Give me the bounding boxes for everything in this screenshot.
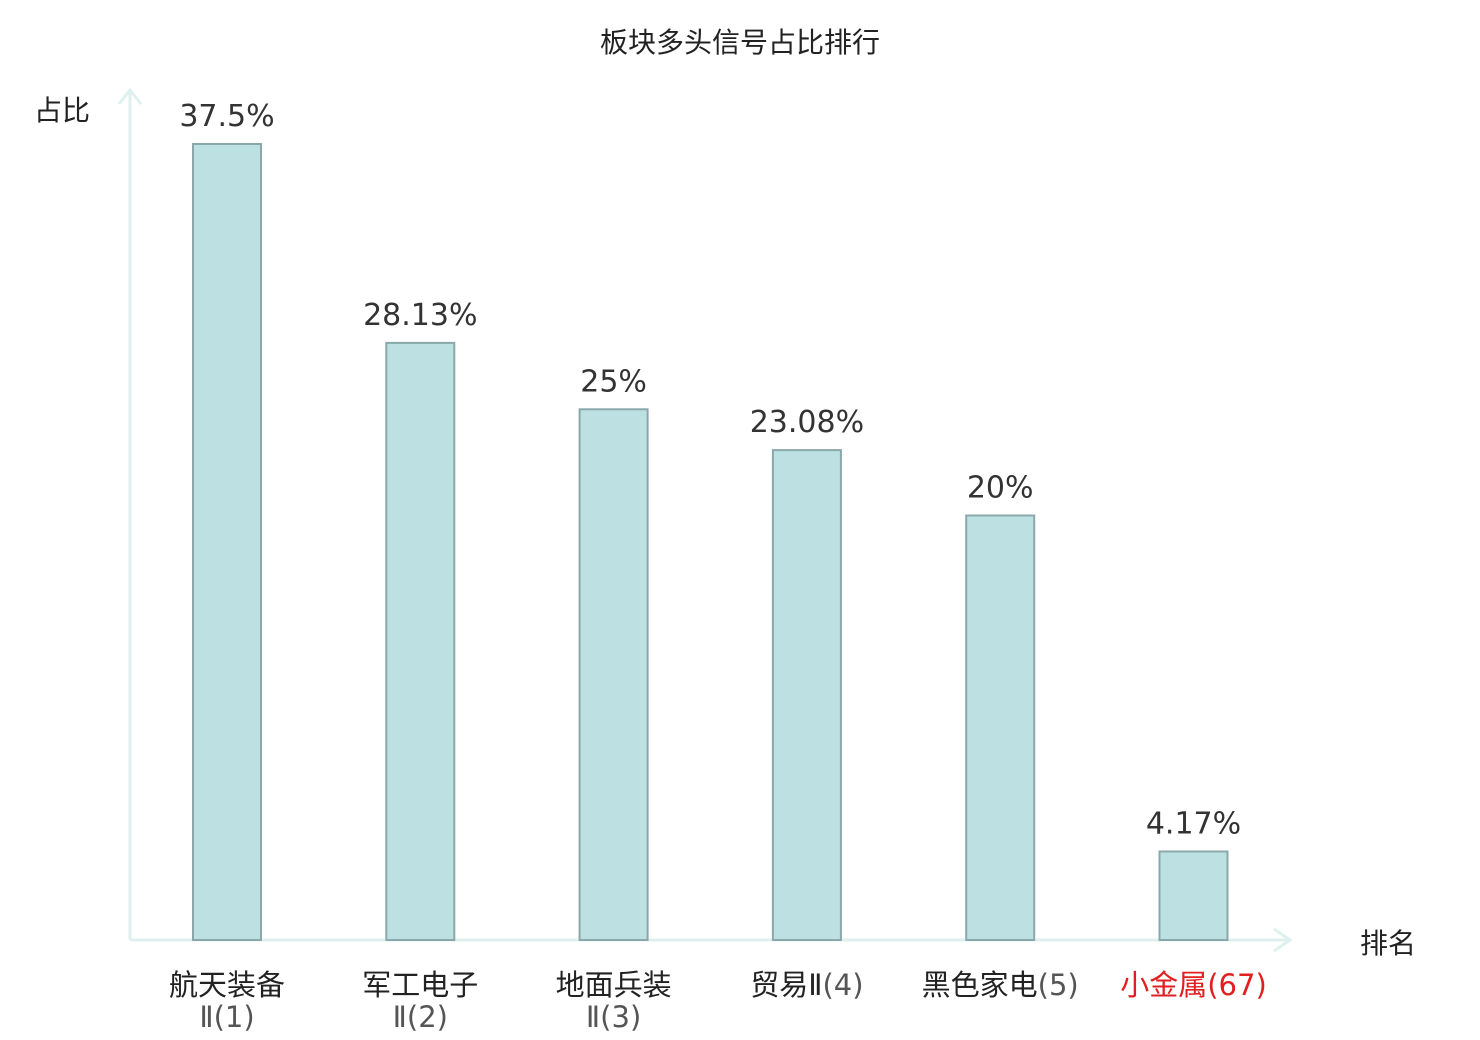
category-rank-6: (67) [1207,968,1267,1002]
category-label-3: 地面兵装 [556,968,672,1002]
bar-1 [192,143,262,941]
bar-6 [1158,850,1229,941]
category-name-4: 贸易Ⅱ [750,968,822,1002]
y-axis: 占比 [34,87,143,940]
category-label-1: 航天装备 [169,968,285,1002]
category-rank-3: Ⅱ(3) [586,1000,641,1034]
category-rank-2: Ⅱ(2) [393,1000,448,1034]
category-rank-1: Ⅱ(1) [199,1000,254,1034]
bar-5 [965,514,1036,941]
x-axis-label: 排名 [1360,927,1416,960]
category-label-4: 贸易Ⅱ(4) [750,968,863,1002]
category-label-2: 军工电子 [362,968,478,1002]
value-label-5: 20% [967,471,1034,506]
value-label-3: 25% [580,364,647,399]
bar-series [192,143,1229,941]
category-rank-4: (4) [822,968,863,1002]
category-rank-5: (5) [1038,968,1079,1002]
value-label-2: 28.13% [363,298,477,333]
y-axis-arrow [117,87,143,105]
x-axis: 排名 [130,927,1416,960]
value-label-4: 23.08% [750,405,864,440]
chart-title: 板块多头信号占比排行 [600,26,880,59]
category-label-6: 小金属(67) [1120,968,1267,1002]
bar-4 [771,449,842,941]
category-name-5: 黑色家电 [922,968,1038,1002]
y-axis-label: 占比 [34,94,90,127]
value-labels: 37.5% 28.13% 25% 23.08% 20% 4.17% [179,99,1241,842]
category-label-5: 黑色家电(5) [922,968,1079,1002]
value-label-6: 4.17% [1146,807,1241,842]
bar-3 [578,408,649,941]
value-label-1: 37.5% [179,99,274,134]
category-name-6: 小金属 [1120,968,1207,1002]
bar-2 [385,341,456,941]
x-axis-arrow [1273,927,1293,953]
